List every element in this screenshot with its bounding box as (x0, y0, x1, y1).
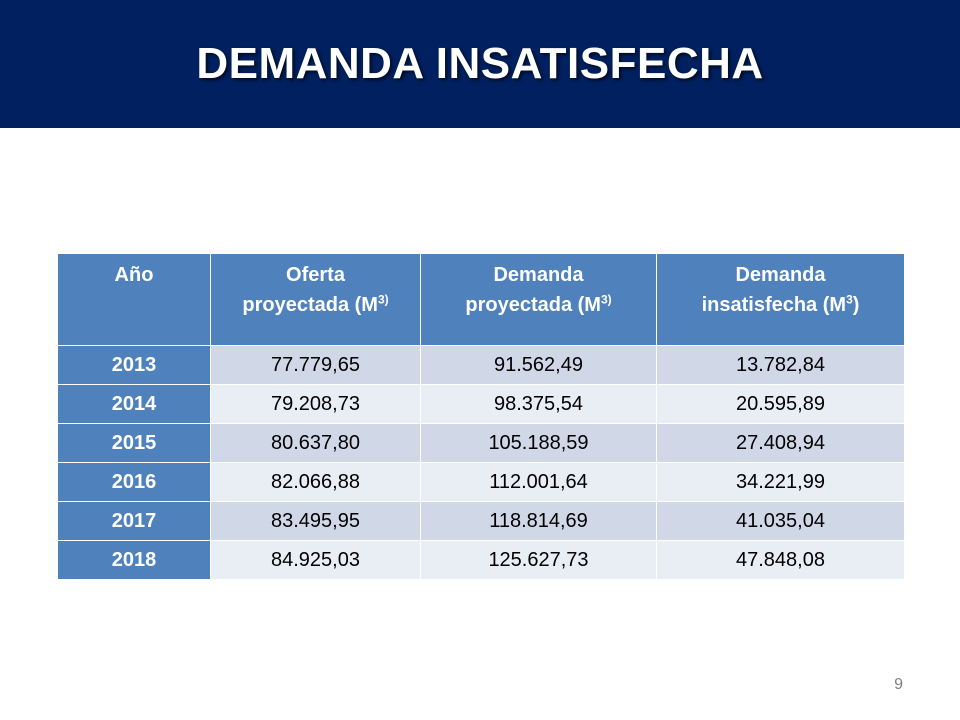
table-row: 2016 82.066,88 112.001,64 34.221,99 (57, 462, 905, 502)
year-cell: 2018 (57, 540, 211, 580)
header-oferta-line1: Oferta (286, 264, 345, 286)
header-insatisfecha-close: ) (852, 294, 860, 316)
header-oferta-line2: proyectada (M (242, 294, 378, 316)
header-demanda-unit: 3) (600, 292, 612, 307)
oferta-cell: 79.208,73 (210, 384, 421, 424)
insatisfecha-cell: 20.595,89 (656, 384, 905, 424)
header-demanda: Demanda proyectada (M3) (420, 253, 657, 346)
table-row: 2014 79.208,73 98.375,54 20.595,89 (57, 384, 905, 424)
year-cell: 2015 (57, 423, 211, 463)
table-row: 2013 77.779,65 91.562,49 13.782,84 (57, 345, 905, 385)
insatisfecha-cell: 27.408,94 (656, 423, 905, 463)
header-demanda-line2: proyectada (M (465, 294, 601, 316)
table-row: 2018 84.925,03 125.627,73 47.848,08 (57, 540, 905, 580)
oferta-cell: 84.925,03 (210, 540, 421, 580)
year-cell: 2013 (57, 345, 211, 385)
header-oferta-unit: 3) (377, 292, 389, 307)
header-demanda-line1: Demanda (493, 264, 584, 286)
table-row: 2015 80.637,80 105.188,59 27.408,94 (57, 423, 905, 463)
insatisfecha-cell: 34.221,99 (656, 462, 905, 502)
demanda-cell: 125.627,73 (420, 540, 657, 580)
page-number: 9 (894, 676, 903, 693)
header-oferta: Oferta proyectada (M3) (210, 253, 421, 346)
year-cell: 2014 (57, 384, 211, 424)
oferta-cell: 80.637,80 (210, 423, 421, 463)
header-band (0, 0, 960, 128)
oferta-cell: 82.066,88 (210, 462, 421, 502)
demanda-cell: 91.562,49 (420, 345, 657, 385)
header-insatisfecha: Demanda insatisfecha (M3) (656, 253, 905, 346)
oferta-cell: 83.495,95 (210, 501, 421, 541)
table-row: 2017 83.495,95 118.814,69 41.035,04 (57, 501, 905, 541)
demanda-cell: 118.814,69 (420, 501, 657, 541)
demanda-cell: 112.001,64 (420, 462, 657, 502)
insatisfecha-cell: 13.782,84 (656, 345, 905, 385)
insatisfecha-cell: 41.035,04 (656, 501, 905, 541)
header-insatisfecha-line2: insatisfecha (M (701, 294, 847, 316)
year-cell: 2016 (57, 462, 211, 502)
year-cell: 2017 (57, 501, 211, 541)
table-header-row: Año Oferta proyectada (M3) Demanda proye… (57, 253, 905, 346)
demanda-cell: 98.375,54 (420, 384, 657, 424)
header-year-label: Año (114, 264, 154, 286)
header-insatisfecha-unit: 3 (846, 292, 853, 307)
header-insatisfecha-line1: Demanda (735, 264, 826, 286)
data-table: Año Oferta proyectada (M3) Demanda proye… (57, 253, 905, 580)
oferta-cell: 77.779,65 (210, 345, 421, 385)
demanda-cell: 105.188,59 (420, 423, 657, 463)
insatisfecha-cell: 47.848,08 (656, 540, 905, 580)
slide-title: DEMANDA INSATISFECHA (196, 39, 764, 88)
header-year: Año (57, 253, 211, 346)
